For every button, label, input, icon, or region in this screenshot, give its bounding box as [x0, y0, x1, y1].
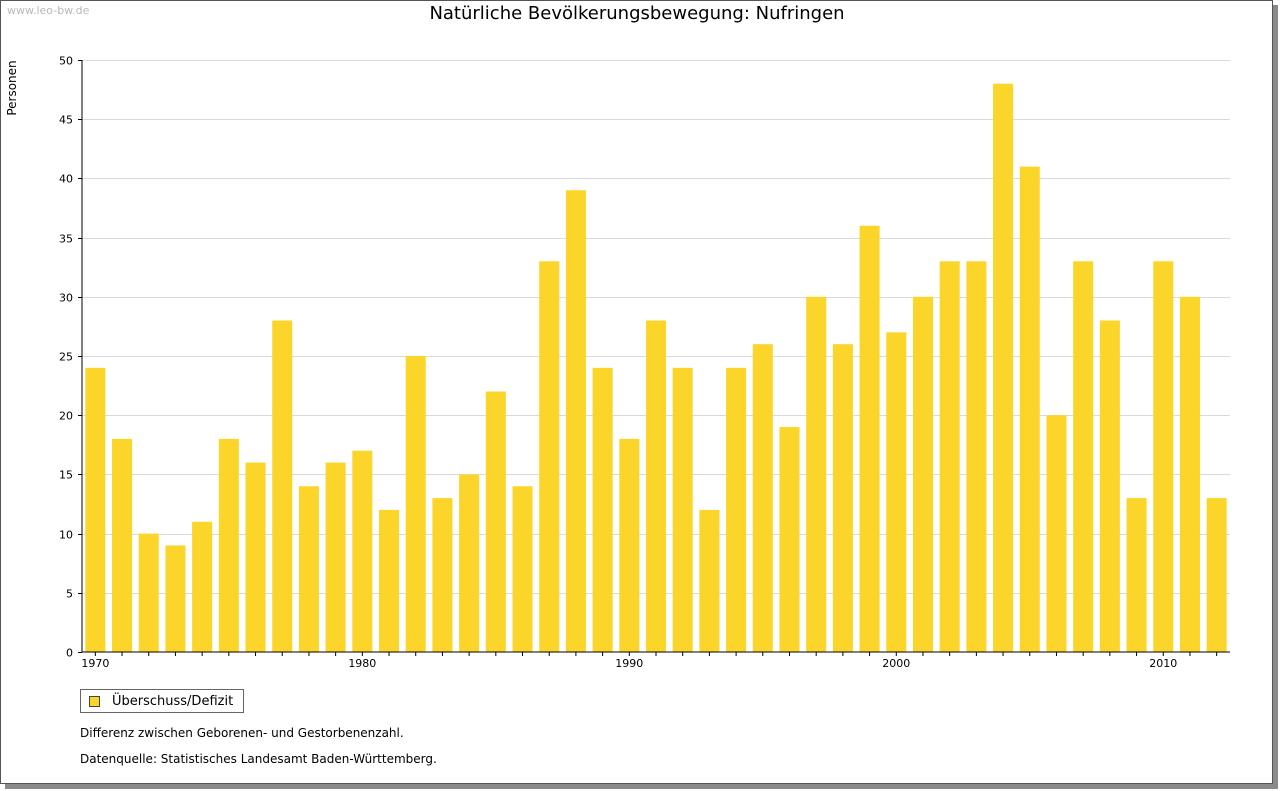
bar-2009	[1126, 498, 1147, 652]
legend: Überschuss/Defizit	[80, 689, 245, 713]
y-tick-label: 5	[66, 588, 73, 601]
axes	[78, 60, 1230, 656]
bar-2011	[1179, 296, 1200, 652]
bar-1980	[352, 450, 373, 652]
definition-note: Differenz zwischen Geborenen- und Gestor…	[80, 726, 404, 740]
bar-1992	[672, 367, 693, 652]
watermark: www.leo-bw.de	[7, 4, 90, 17]
bar-1995	[752, 344, 773, 652]
bar-1997	[806, 296, 827, 652]
y-tick-label: 0	[66, 647, 73, 660]
legend-label: Überschuss/Defizit	[112, 693, 234, 709]
bar-1976	[245, 462, 266, 652]
bar-1983	[432, 498, 453, 652]
bar-1975	[218, 438, 239, 652]
bar-2002	[939, 261, 960, 652]
x-tick-label: 2000	[882, 657, 910, 670]
axis-labels: 0 5 10 15 20 25 30 35 40 45 50 1970 1980 1990 2000 2010	[59, 55, 1177, 671]
y-tick-label: 50	[59, 55, 73, 68]
bar-1985	[485, 391, 506, 652]
bar-1998	[832, 344, 853, 652]
y-tick-label: 15	[59, 469, 73, 482]
bar-1999	[859, 225, 880, 652]
x-tick-label: 1990	[615, 657, 643, 670]
y-tick-label: 30	[59, 292, 73, 305]
bar-1971	[112, 438, 133, 652]
bar-2000	[886, 332, 907, 652]
bar-2004	[993, 83, 1014, 653]
y-tick-label: 25	[59, 351, 73, 364]
bar-1972	[138, 533, 159, 652]
source-note: Datenquelle: Statistisches Landesamt Bad…	[80, 752, 437, 766]
bar-1988	[565, 190, 586, 653]
bar-1979	[325, 462, 346, 652]
bar-1973	[165, 545, 186, 652]
y-tick-label: 10	[59, 529, 73, 542]
bar-2012	[1206, 498, 1227, 652]
y-tick-label: 20	[59, 410, 73, 423]
bar-2005	[1019, 166, 1040, 652]
legend-swatch	[89, 695, 100, 707]
bars	[85, 83, 1227, 653]
bar-1990	[619, 438, 640, 652]
x-tick-label: 2010	[1149, 657, 1177, 670]
bar-1989	[592, 367, 613, 652]
x-tick-label: 1980	[348, 657, 376, 670]
bar-1991	[645, 320, 667, 652]
bar-1974	[192, 521, 213, 652]
bar-1984	[459, 474, 480, 652]
y-tick-label: 45	[59, 114, 73, 127]
bar-1993	[699, 509, 720, 652]
bar-2003	[966, 261, 987, 652]
chart-title: Natürliche Bevölkerungsbewegung: Nufring…	[429, 3, 845, 24]
bar-1986	[512, 486, 533, 652]
y-tick-label: 35	[59, 233, 73, 246]
bar-2006	[1046, 415, 1067, 652]
bar-1996	[779, 427, 800, 652]
bar-1978	[298, 486, 319, 652]
bar-2001	[912, 296, 933, 652]
y-tick-label: 40	[59, 173, 73, 186]
bar-1981	[379, 509, 400, 652]
bar-1987	[539, 261, 560, 652]
x-tick-label: 1970	[81, 657, 109, 670]
bar-1970	[85, 367, 106, 652]
bar-1977	[272, 320, 293, 652]
bar-2010	[1153, 261, 1174, 652]
bar-2008	[1099, 320, 1120, 652]
bar-1982	[405, 356, 426, 652]
y-axis-title: Personen	[5, 60, 19, 115]
bar-2007	[1073, 261, 1094, 652]
bar-1994	[726, 367, 747, 652]
